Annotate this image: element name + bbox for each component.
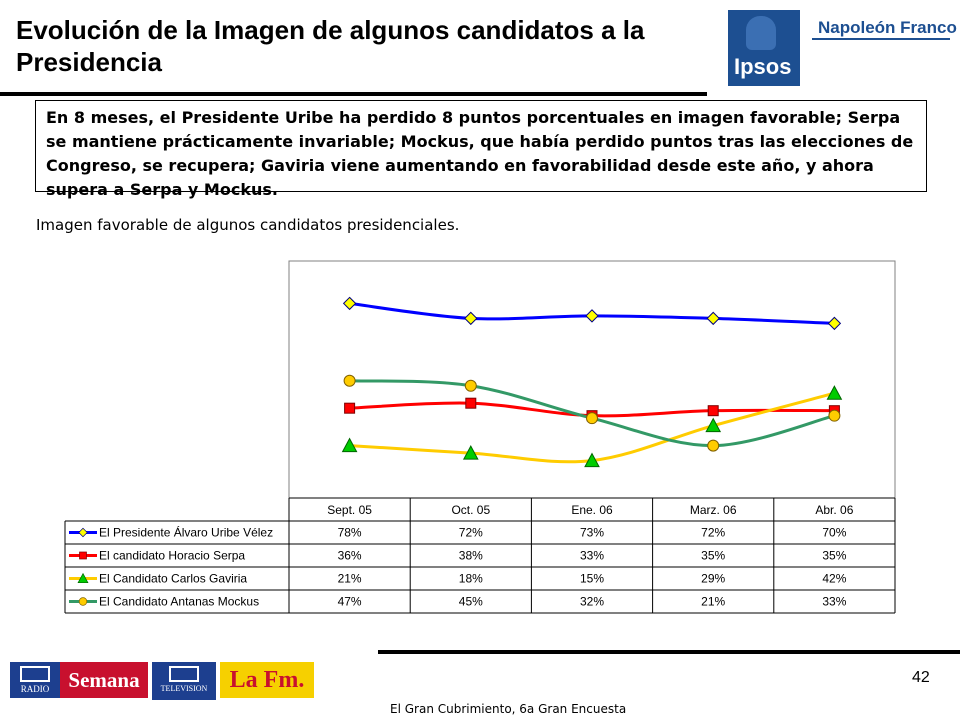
- data-label-2-2: 15%: [580, 572, 604, 586]
- legend-key-marker-1: [79, 551, 87, 560]
- legend-key-marker-2: [77, 572, 89, 584]
- data-label-0-0: 78%: [338, 526, 362, 540]
- napoleon-franco-underline: [812, 38, 950, 40]
- title-divider: [0, 92, 707, 96]
- data-label-1-3: 35%: [701, 549, 725, 563]
- napoleon-franco-logo: Napoleón Franco: [818, 18, 957, 37]
- category-label-0: Sept. 05: [327, 503, 372, 517]
- rcn-mark-icon: [169, 666, 199, 682]
- data-label-2-3: 29%: [701, 572, 725, 586]
- rcn-mark-icon: [20, 666, 50, 682]
- semana-logo: Semana: [60, 662, 148, 698]
- category-label-3: Marz. 06: [690, 503, 737, 517]
- category-label-2: Ene. 06: [571, 503, 613, 517]
- data-label-0-2: 73%: [580, 526, 604, 540]
- data-point-3-0: [343, 374, 356, 387]
- category-label-1: Oct. 05: [451, 503, 490, 517]
- page-number: 42: [912, 669, 930, 686]
- data-table: Sept. 05 Oct. 05 Ene. 06 Marz. 06 Abr. 06 El …: [64, 497, 896, 614]
- legend-label-2: El Candidato Carlos Gaviria: [99, 572, 247, 586]
- data-point-1-1: [465, 397, 477, 409]
- category-label-4: Abr. 06: [815, 503, 853, 517]
- data-label-0-3: 72%: [701, 526, 725, 540]
- data-label-0-4: 70%: [822, 526, 846, 540]
- data-label-1-2: 33%: [580, 549, 604, 563]
- data-label-3-0: 47%: [338, 595, 362, 609]
- data-label-3-4: 33%: [822, 595, 846, 609]
- data-point-2-2: [584, 452, 600, 468]
- rcn-tv-logo: TELEVISION: [152, 662, 216, 700]
- lafm-logo: La Fm.: [220, 662, 314, 698]
- page-title: Evolución de la Imagen de algunos candid…: [16, 15, 645, 77]
- legend-key-marker-3: [78, 597, 88, 606]
- rcn-radio-label: RADIO: [20, 684, 50, 694]
- rcn-tv-label: TELEVISION: [160, 684, 208, 693]
- legend-label-1: El candidato Horacio Serpa: [99, 549, 245, 563]
- data-label-1-4: 35%: [822, 549, 846, 563]
- data-point-0-2: [585, 309, 599, 323]
- legend-label-0: El Presidente Álvaro Uribe Vélez: [99, 525, 273, 540]
- ipsos-logo: Ipsos: [728, 10, 800, 86]
- data-label-3-1: 45%: [459, 595, 483, 609]
- rcn-radio-logo: RADIO: [10, 662, 60, 698]
- data-point-2-4: [826, 385, 843, 400]
- legend-key-marker-0: [78, 527, 88, 538]
- data-label-2-4: 42%: [822, 572, 846, 586]
- data-label-1-0: 36%: [338, 549, 362, 563]
- data-point-3-1: [464, 379, 477, 392]
- data-point-3-2: [586, 412, 598, 425]
- ipsos-logo-text: Ipsos: [734, 54, 792, 79]
- summary-callout: En 8 meses, el Presidente Uribe ha perdi…: [35, 100, 927, 199]
- legend-label-3: El Candidato Antanas Mockus: [99, 595, 259, 609]
- series-lines: [341, 296, 843, 468]
- data-point-1-0: [344, 402, 356, 414]
- data-label-0-1: 72%: [459, 526, 483, 540]
- data-point-2-1: [462, 445, 479, 460]
- data-label-2-0: 21%: [338, 572, 362, 586]
- data-label-2-1: 18%: [459, 572, 483, 586]
- data-point-0-0: [342, 296, 357, 311]
- chart-subtitle: Imagen favorable de algunos candidatos p…: [36, 216, 460, 234]
- data-label-3-2: 32%: [580, 595, 604, 609]
- data-point-0-4: [827, 316, 842, 331]
- data-label-3-3: 21%: [701, 595, 725, 609]
- footer-divider: [378, 650, 960, 654]
- footer-caption: El Gran Cubrimiento, 6a Gran Encuesta: [390, 702, 627, 716]
- ipsos-head-icon: [746, 16, 776, 50]
- data-point-3-4: [828, 409, 841, 422]
- data-point-0-1: [464, 311, 478, 326]
- data-label-1-1: 38%: [459, 549, 483, 563]
- data-point-3-3: [707, 439, 720, 452]
- data-point-2-3: [705, 417, 722, 433]
- data-point-1-3: [707, 405, 719, 417]
- data-point-2-0: [341, 437, 358, 453]
- data-point-0-3: [706, 311, 720, 326]
